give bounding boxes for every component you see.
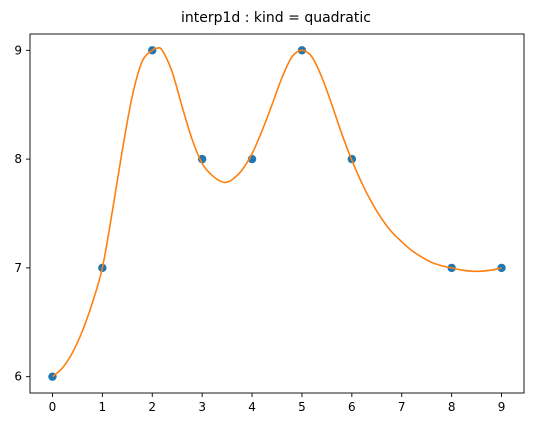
y-tick-label: 6 — [14, 370, 22, 384]
x-tick-label: 8 — [448, 400, 456, 414]
x-tick-label: 6 — [348, 400, 356, 414]
x-tick-label: 0 — [49, 400, 57, 414]
x-tick-label: 7 — [398, 400, 406, 414]
y-tick-label: 9 — [14, 43, 22, 57]
data-point — [197, 154, 207, 164]
y-tick-label: 8 — [14, 152, 22, 166]
x-tick-label: 4 — [248, 400, 256, 414]
series-layer — [48, 46, 506, 381]
y-axis: 6 7 8 9 — [14, 43, 30, 384]
x-axis: 0 1 2 3 4 5 6 7 8 9 — [49, 393, 506, 414]
y-tick-label: 7 — [14, 261, 22, 275]
chart-title: interp1d : kind = quadratic — [181, 10, 371, 26]
x-tick-label: 9 — [498, 400, 506, 414]
x-tick-label: 2 — [148, 400, 156, 414]
interpolation-line — [51, 46, 502, 378]
x-tick-label: 1 — [99, 400, 107, 414]
x-tick-label: 5 — [298, 400, 306, 414]
plot-area-frame — [29, 33, 525, 394]
x-tick-label: 3 — [198, 400, 206, 414]
